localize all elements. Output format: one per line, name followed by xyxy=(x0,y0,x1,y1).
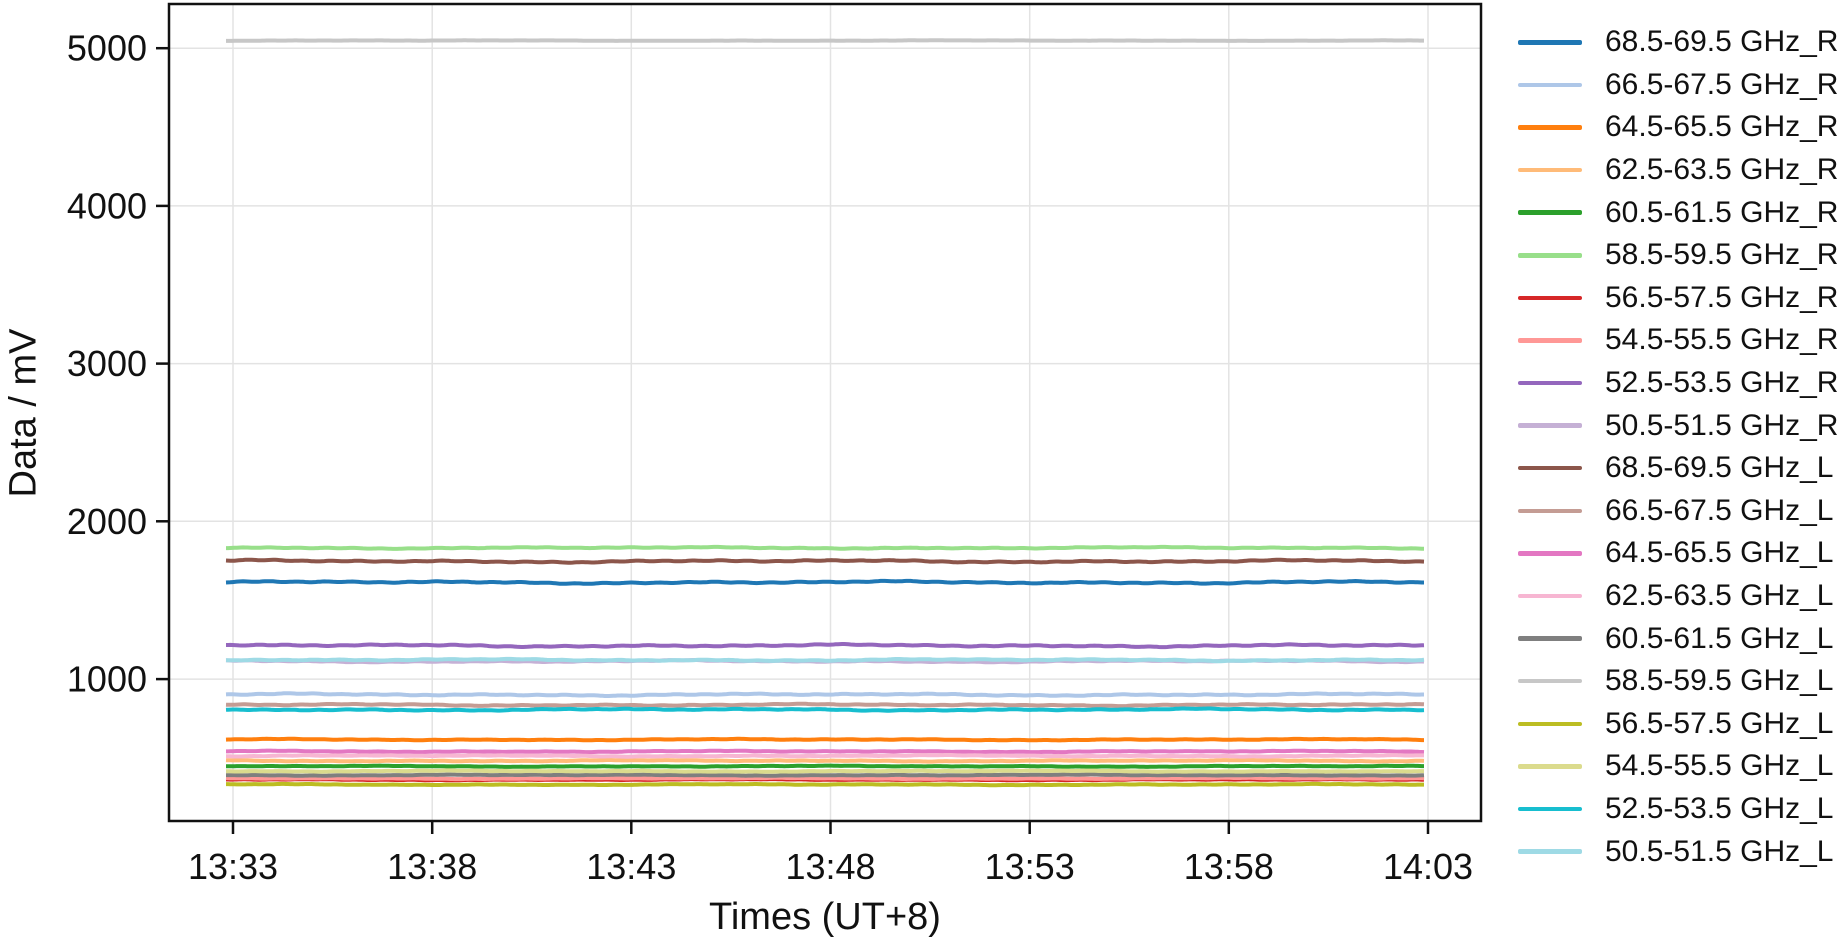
x-tick-label: 13:33 xyxy=(188,846,278,887)
legend-item-label: 64.5-65.5 GHz_R xyxy=(1605,110,1839,144)
legend-item-label: 56.5-57.5 GHz_L xyxy=(1605,706,1834,740)
legend-swatch-line xyxy=(1518,210,1582,215)
legend-item-label: 58.5-59.5 GHz_R xyxy=(1605,238,1839,272)
legend-item-label: 50.5-51.5 GHz_R xyxy=(1605,408,1839,442)
legend-item: 62.5-63.5 GHz_L xyxy=(1518,575,1838,618)
legend-item-label: 54.5-55.5 GHz_R xyxy=(1605,323,1839,357)
legend-item-label: 52.5-53.5 GHz_L xyxy=(1605,791,1834,825)
legend-item: 62.5-63.5 GHz_R xyxy=(1518,149,1838,192)
series-line xyxy=(226,781,1424,788)
legend-swatch-line xyxy=(1518,636,1582,641)
legend-swatch-line xyxy=(1518,40,1582,45)
legend-item: 68.5-69.5 GHz_L xyxy=(1518,447,1838,490)
y-tick-label: 2000 xyxy=(67,501,147,542)
x-tick-label: 14:03 xyxy=(1383,846,1473,887)
y-axis-title: Data / mV xyxy=(2,328,45,498)
series-line xyxy=(225,691,1424,698)
series-line xyxy=(225,701,1425,709)
series-line xyxy=(225,656,1425,664)
legend-item-label: 68.5-69.5 GHz_R xyxy=(1605,25,1839,59)
legend-item: 54.5-55.5 GHz_L xyxy=(1518,745,1838,788)
series-line xyxy=(226,748,1425,755)
legend-item-label: 50.5-51.5 GHz_L xyxy=(1605,834,1834,868)
series-line xyxy=(226,768,1424,774)
legend-swatch-line xyxy=(1518,167,1582,173)
legend-swatch-line xyxy=(1518,465,1582,471)
series-line xyxy=(225,758,1425,764)
legend-swatch-line xyxy=(1518,764,1582,769)
y-tick-label: 1000 xyxy=(67,659,147,700)
legend-swatch-line xyxy=(1518,551,1582,556)
y-tick-label: 3000 xyxy=(67,343,147,384)
legend-item-label: 62.5-63.5 GHz_L xyxy=(1605,579,1834,613)
legend-item: 50.5-51.5 GHz_R xyxy=(1518,404,1838,447)
series-line xyxy=(226,38,1424,43)
y-tick-label: 5000 xyxy=(67,28,147,69)
series-line xyxy=(226,544,1424,551)
legend-item: 66.5-67.5 GHz_L xyxy=(1518,490,1838,533)
legend-item-label: 64.5-65.5 GHz_L xyxy=(1605,536,1834,570)
legend-swatch-line xyxy=(1518,125,1582,130)
legend-swatch-line xyxy=(1518,806,1582,812)
legend-item-label: 56.5-57.5 GHz_R xyxy=(1605,280,1839,314)
legend-item-label: 68.5-69.5 GHz_L xyxy=(1605,451,1834,485)
legend-swatch-line xyxy=(1518,721,1582,727)
legend-swatch-line xyxy=(1518,508,1582,514)
series-line xyxy=(226,763,1424,769)
legend-swatch-line xyxy=(1518,380,1582,386)
series-line xyxy=(226,642,1425,650)
legend-item: 58.5-59.5 GHz_R xyxy=(1518,234,1838,277)
series-line xyxy=(225,775,1425,782)
legend-item: 54.5-55.5 GHz_R xyxy=(1518,319,1838,362)
legend-item: 56.5-57.5 GHz_L xyxy=(1518,703,1838,746)
series-line xyxy=(225,706,1425,713)
legend-item: 52.5-53.5 GHz_R xyxy=(1518,362,1838,405)
legend-item-label: 52.5-53.5 GHz_R xyxy=(1605,366,1839,400)
series-line xyxy=(225,557,1425,565)
axes-frame xyxy=(167,2,1483,823)
legend-item-label: 60.5-61.5 GHz_L xyxy=(1605,621,1834,655)
legend-item: 58.5-59.5 GHz_L xyxy=(1518,660,1838,703)
legend-swatch-line xyxy=(1518,423,1582,428)
legend-item: 68.5-69.5 GHz_R xyxy=(1518,21,1838,64)
legend: 68.5-69.5 GHz_R 66.5-67.5 GHz_R 64.5-65.5 … xyxy=(1518,21,1838,873)
legend-swatch-line xyxy=(1518,82,1582,88)
legend-item-label: 60.5-61.5 GHz_R xyxy=(1605,195,1839,229)
legend-item: 52.5-53.5 GHz_L xyxy=(1518,788,1838,831)
legend-item-label: 66.5-67.5 GHz_L xyxy=(1605,493,1834,527)
legend-item: 64.5-65.5 GHz_R xyxy=(1518,106,1838,149)
legend-item: 66.5-67.5 GHz_R xyxy=(1518,64,1838,107)
series-line xyxy=(225,736,1424,743)
legend-item: 64.5-65.5 GHz_L xyxy=(1518,532,1838,575)
legend-swatch-line xyxy=(1518,678,1582,684)
legend-item: 60.5-61.5 GHz_R xyxy=(1518,191,1838,234)
y-tick-label: 4000 xyxy=(67,185,147,226)
legend-item-label: 62.5-63.5 GHz_R xyxy=(1605,153,1839,187)
legend-swatch-line xyxy=(1518,849,1582,854)
x-tick-label: 13:43 xyxy=(586,846,676,887)
x-tick-label: 13:53 xyxy=(985,846,1075,887)
legend-swatch-line xyxy=(1518,295,1582,301)
series-line xyxy=(226,772,1425,778)
series-line xyxy=(226,753,1424,759)
legend-item-label: 54.5-55.5 GHz_L xyxy=(1605,749,1834,783)
legend-item-label: 58.5-59.5 GHz_L xyxy=(1605,664,1834,698)
x-tick-label: 13:48 xyxy=(785,846,875,887)
legend-swatch-line xyxy=(1518,253,1582,258)
x-tick-label: 13:38 xyxy=(387,846,477,887)
series-line xyxy=(225,578,1424,586)
legend-item: 50.5-51.5 GHz_L xyxy=(1518,830,1838,873)
legend-swatch-line xyxy=(1518,338,1582,343)
legend-item: 60.5-61.5 GHz_L xyxy=(1518,617,1838,660)
x-tick-label: 13:58 xyxy=(1184,846,1274,887)
legend-swatch-line xyxy=(1518,593,1582,599)
legend-item-label: 66.5-67.5 GHz_R xyxy=(1605,67,1839,101)
legend-item: 56.5-57.5 GHz_R xyxy=(1518,277,1838,320)
x-axis-title: Times (UT+8) xyxy=(709,896,941,938)
